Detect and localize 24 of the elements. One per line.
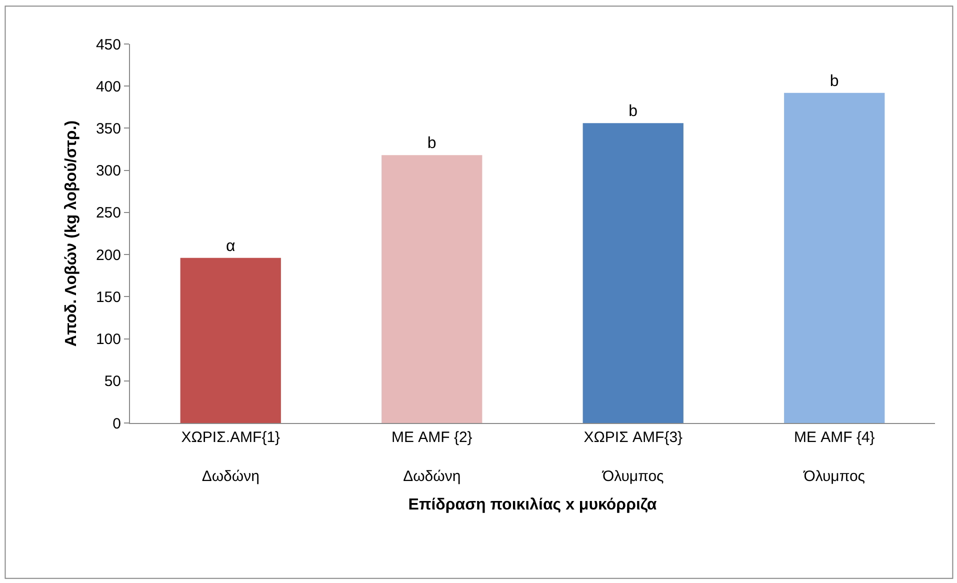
data-label: b	[830, 72, 839, 90]
y-tick-label: 100	[96, 331, 121, 348]
y-tick-label: 350	[96, 120, 121, 138]
x-axis-title: Επίδραση ποικιλίας x μυκόρριζα	[408, 496, 657, 514]
y-tick-label: 300	[96, 162, 121, 180]
bar	[382, 155, 482, 423]
y-tick-label: 250	[96, 204, 121, 222]
y-tick-label: 400	[96, 78, 121, 96]
bar	[784, 92, 885, 423]
data-label: α	[226, 238, 236, 255]
category-label: ΧΩΡΙΣ AMF{3} Όλυμπος	[584, 429, 683, 485]
y-axis-title: Αποδ. Λοβών (kg λοβού/στρ.)	[62, 120, 80, 347]
category-label: ΜΕ AMF {4} Όλυμπος	[794, 429, 875, 485]
data-label: b	[628, 103, 638, 120]
bar	[582, 123, 684, 423]
data-label: b	[427, 135, 436, 152]
category-label: ΜΕ AMF {2} Δωδώνη	[391, 429, 472, 485]
y-tick-label: 0	[112, 415, 121, 432]
y-tick-label: 450	[96, 36, 121, 54]
y-tick-label: 200	[96, 246, 121, 264]
y-tick-label: 50	[104, 373, 121, 390]
y-tick-label: 150	[96, 288, 121, 306]
category-label: ΧΩΡΙΣ.AMF{1} Δωδώνη	[181, 429, 280, 485]
bar	[180, 258, 281, 423]
